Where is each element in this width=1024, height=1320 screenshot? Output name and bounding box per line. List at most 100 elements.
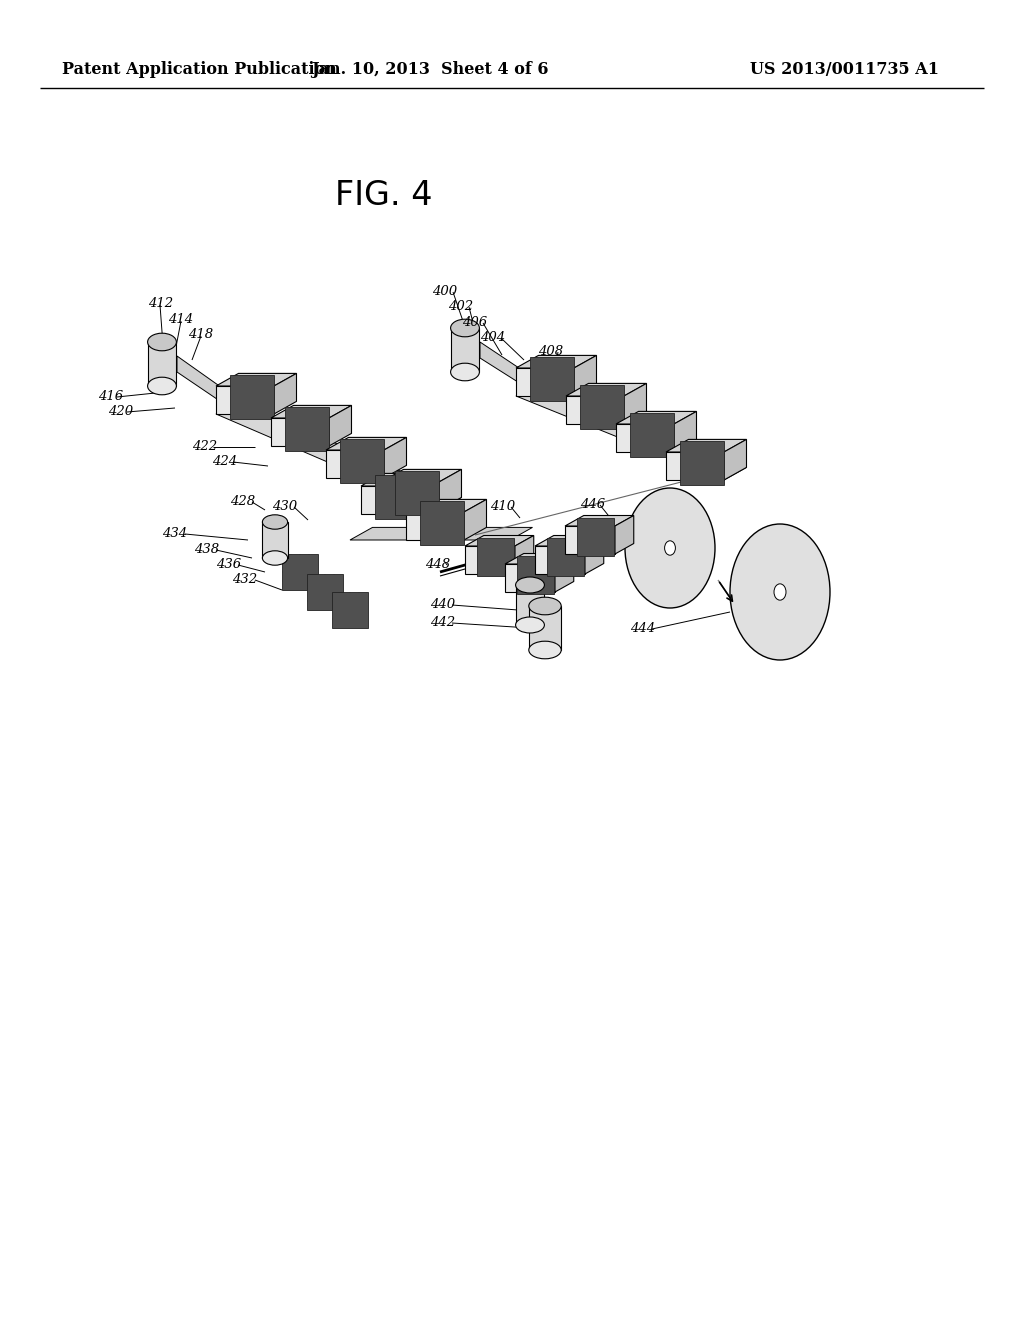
Polygon shape: [350, 528, 532, 540]
Text: Jan. 10, 2013  Sheet 4 of 6: Jan. 10, 2013 Sheet 4 of 6: [311, 62, 549, 78]
Text: 442: 442: [430, 616, 455, 630]
Polygon shape: [680, 441, 724, 484]
Polygon shape: [274, 374, 297, 414]
Polygon shape: [666, 440, 746, 451]
Polygon shape: [516, 585, 545, 624]
Polygon shape: [566, 396, 624, 424]
Polygon shape: [375, 475, 419, 519]
Text: 402: 402: [449, 300, 473, 313]
Polygon shape: [580, 385, 624, 429]
Polygon shape: [615, 516, 634, 554]
Polygon shape: [271, 405, 351, 418]
Polygon shape: [666, 451, 724, 480]
Ellipse shape: [625, 488, 715, 609]
Polygon shape: [384, 437, 407, 478]
Text: 418: 418: [188, 327, 213, 341]
Polygon shape: [565, 525, 615, 554]
Polygon shape: [565, 516, 634, 525]
Ellipse shape: [528, 597, 561, 615]
Polygon shape: [480, 342, 540, 396]
Polygon shape: [216, 401, 462, 510]
Polygon shape: [530, 358, 573, 401]
Polygon shape: [516, 355, 597, 368]
Ellipse shape: [516, 616, 545, 634]
Polygon shape: [451, 327, 479, 372]
Polygon shape: [271, 418, 329, 446]
Polygon shape: [177, 356, 242, 416]
Text: 446: 446: [580, 498, 605, 511]
Text: 400: 400: [432, 285, 457, 298]
Polygon shape: [535, 546, 585, 574]
Ellipse shape: [516, 577, 545, 593]
Polygon shape: [674, 412, 696, 451]
Polygon shape: [724, 440, 746, 480]
Polygon shape: [505, 564, 555, 591]
Text: 430: 430: [272, 500, 297, 513]
Text: 438: 438: [194, 543, 219, 556]
Text: 444: 444: [630, 622, 655, 635]
Polygon shape: [516, 368, 574, 396]
Polygon shape: [216, 385, 274, 414]
Polygon shape: [395, 471, 438, 515]
Polygon shape: [326, 437, 407, 450]
Ellipse shape: [730, 524, 830, 660]
Polygon shape: [340, 440, 384, 483]
Polygon shape: [332, 591, 368, 628]
Polygon shape: [381, 482, 439, 510]
Polygon shape: [282, 554, 318, 590]
Polygon shape: [329, 405, 351, 446]
Polygon shape: [439, 470, 462, 510]
Text: 414: 414: [168, 313, 194, 326]
Text: 406: 406: [462, 315, 487, 329]
Polygon shape: [216, 374, 297, 385]
Polygon shape: [406, 512, 464, 540]
Polygon shape: [361, 474, 441, 486]
Polygon shape: [285, 408, 329, 451]
Polygon shape: [535, 536, 604, 546]
Polygon shape: [505, 553, 573, 564]
Polygon shape: [585, 536, 604, 574]
Text: FIG. 4: FIG. 4: [335, 178, 433, 211]
Polygon shape: [420, 502, 464, 545]
Polygon shape: [624, 383, 646, 424]
Polygon shape: [307, 574, 343, 610]
Polygon shape: [516, 383, 746, 480]
Text: 440: 440: [430, 598, 455, 611]
Text: 428: 428: [230, 495, 255, 508]
Polygon shape: [464, 499, 486, 540]
Polygon shape: [630, 413, 674, 457]
Polygon shape: [361, 486, 419, 513]
Polygon shape: [406, 499, 486, 512]
Polygon shape: [147, 342, 176, 385]
Polygon shape: [566, 383, 646, 396]
Text: 416: 416: [98, 389, 123, 403]
Polygon shape: [547, 539, 585, 576]
Polygon shape: [616, 412, 696, 424]
Text: 434: 434: [162, 527, 187, 540]
Text: 422: 422: [193, 440, 217, 453]
Text: 412: 412: [148, 297, 173, 310]
Polygon shape: [577, 519, 614, 556]
Ellipse shape: [451, 363, 479, 380]
Polygon shape: [555, 553, 573, 591]
Text: 424: 424: [212, 455, 238, 469]
Ellipse shape: [774, 583, 786, 601]
Polygon shape: [477, 539, 514, 576]
Text: 410: 410: [490, 500, 515, 513]
Text: Patent Application Publication: Patent Application Publication: [62, 62, 337, 78]
Polygon shape: [517, 557, 554, 594]
Polygon shape: [381, 470, 462, 482]
Polygon shape: [574, 355, 597, 396]
Polygon shape: [616, 424, 674, 451]
Polygon shape: [326, 450, 384, 478]
Text: 404: 404: [480, 331, 505, 345]
Polygon shape: [465, 536, 534, 546]
Text: 448: 448: [425, 558, 451, 572]
Polygon shape: [528, 606, 561, 649]
Text: 436: 436: [216, 558, 241, 572]
Polygon shape: [465, 546, 515, 574]
Ellipse shape: [665, 541, 676, 556]
Ellipse shape: [528, 642, 561, 659]
Text: 432: 432: [232, 573, 257, 586]
Polygon shape: [230, 375, 273, 418]
